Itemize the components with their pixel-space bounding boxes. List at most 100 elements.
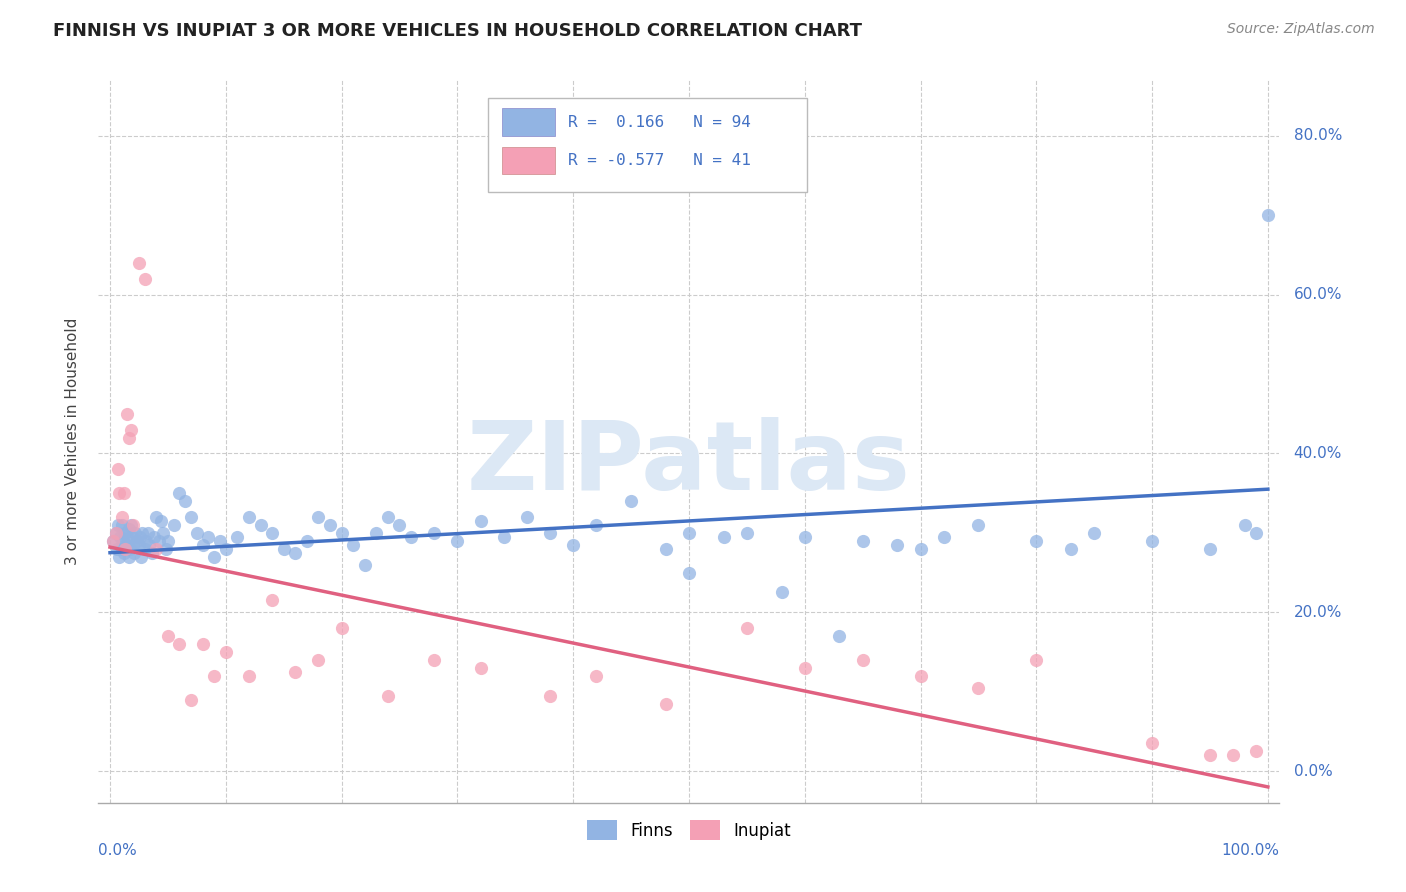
Point <box>129 549 152 564</box>
Point <box>342 538 364 552</box>
Point <box>122 538 145 552</box>
Point <box>910 541 932 556</box>
Text: 80.0%: 80.0% <box>1294 128 1341 144</box>
Point <box>114 525 136 540</box>
Point <box>307 510 329 524</box>
Text: FINNISH VS INUPIAT 3 OR MORE VEHICLES IN HOUSEHOLD CORRELATION CHART: FINNISH VS INUPIAT 3 OR MORE VEHICLES IN… <box>53 22 862 40</box>
Point <box>238 510 260 524</box>
Point <box>111 533 134 548</box>
Point <box>377 689 399 703</box>
Point <box>180 510 202 524</box>
Point <box>1199 541 1222 556</box>
Point <box>852 653 875 667</box>
Point <box>108 549 131 564</box>
Point <box>174 494 197 508</box>
FancyBboxPatch shape <box>488 98 807 193</box>
Text: Source: ZipAtlas.com: Source: ZipAtlas.com <box>1227 22 1375 37</box>
Point <box>330 621 353 635</box>
Point <box>226 530 249 544</box>
Point <box>538 689 561 703</box>
Point <box>262 525 284 540</box>
Point <box>655 697 678 711</box>
Point <box>1140 736 1163 750</box>
Point <box>156 629 179 643</box>
Point <box>169 486 191 500</box>
Point <box>108 486 131 500</box>
Point <box>770 585 793 599</box>
Point <box>353 558 375 572</box>
Point <box>117 431 139 445</box>
Point <box>446 533 468 548</box>
Point <box>713 530 735 544</box>
Point <box>117 522 139 536</box>
Point <box>295 533 318 548</box>
Point <box>152 525 174 540</box>
Point <box>538 525 561 540</box>
Point <box>120 517 142 532</box>
Point <box>284 546 307 560</box>
Legend: Finns, Inupiat: Finns, Inupiat <box>579 812 799 848</box>
Text: 100.0%: 100.0% <box>1222 843 1279 857</box>
Point <box>114 541 136 556</box>
Point <box>215 645 238 659</box>
Point <box>180 692 202 706</box>
Point <box>967 681 990 695</box>
Point <box>470 661 492 675</box>
Point <box>423 525 446 540</box>
Point <box>1233 517 1256 532</box>
FancyBboxPatch shape <box>502 147 555 174</box>
Point <box>134 541 156 556</box>
Point <box>249 517 271 532</box>
Text: 60.0%: 60.0% <box>1294 287 1343 302</box>
Point <box>145 510 167 524</box>
Point <box>136 525 159 540</box>
Point <box>284 665 307 679</box>
Point <box>186 525 208 540</box>
Point <box>110 517 132 532</box>
Point <box>1060 541 1083 556</box>
Point <box>735 621 758 635</box>
Point <box>202 669 225 683</box>
Point <box>191 637 214 651</box>
Point <box>735 525 758 540</box>
Point <box>129 530 152 544</box>
Point <box>156 533 179 548</box>
Point <box>141 546 163 560</box>
Point <box>163 517 186 532</box>
Point <box>655 541 678 556</box>
Point <box>1025 653 1047 667</box>
Point <box>1025 533 1047 548</box>
Point <box>145 541 167 556</box>
Point <box>104 525 127 540</box>
Point <box>117 530 139 544</box>
Point <box>169 637 191 651</box>
Point <box>238 669 260 683</box>
Y-axis label: 3 or more Vehicles in Household: 3 or more Vehicles in Household <box>65 318 80 566</box>
Point <box>134 272 156 286</box>
Point <box>105 541 128 556</box>
Point <box>110 510 132 524</box>
Point <box>1257 208 1279 222</box>
Point <box>149 514 172 528</box>
Point <box>585 669 607 683</box>
Point <box>273 541 295 556</box>
Point <box>828 629 851 643</box>
Point <box>135 533 157 548</box>
Point <box>377 510 399 524</box>
Point <box>1140 533 1163 548</box>
Point <box>191 538 214 552</box>
Point <box>620 494 643 508</box>
Point <box>120 423 142 437</box>
Point <box>388 517 411 532</box>
Point <box>585 517 607 532</box>
Point <box>202 549 225 564</box>
Text: ZIPatlas: ZIPatlas <box>467 417 911 509</box>
Point <box>852 533 875 548</box>
Point <box>470 514 492 528</box>
Point <box>124 546 146 560</box>
Point <box>562 538 585 552</box>
Point <box>399 530 422 544</box>
Text: 0.0%: 0.0% <box>1294 764 1333 779</box>
Point <box>117 407 139 421</box>
Point <box>103 533 125 548</box>
